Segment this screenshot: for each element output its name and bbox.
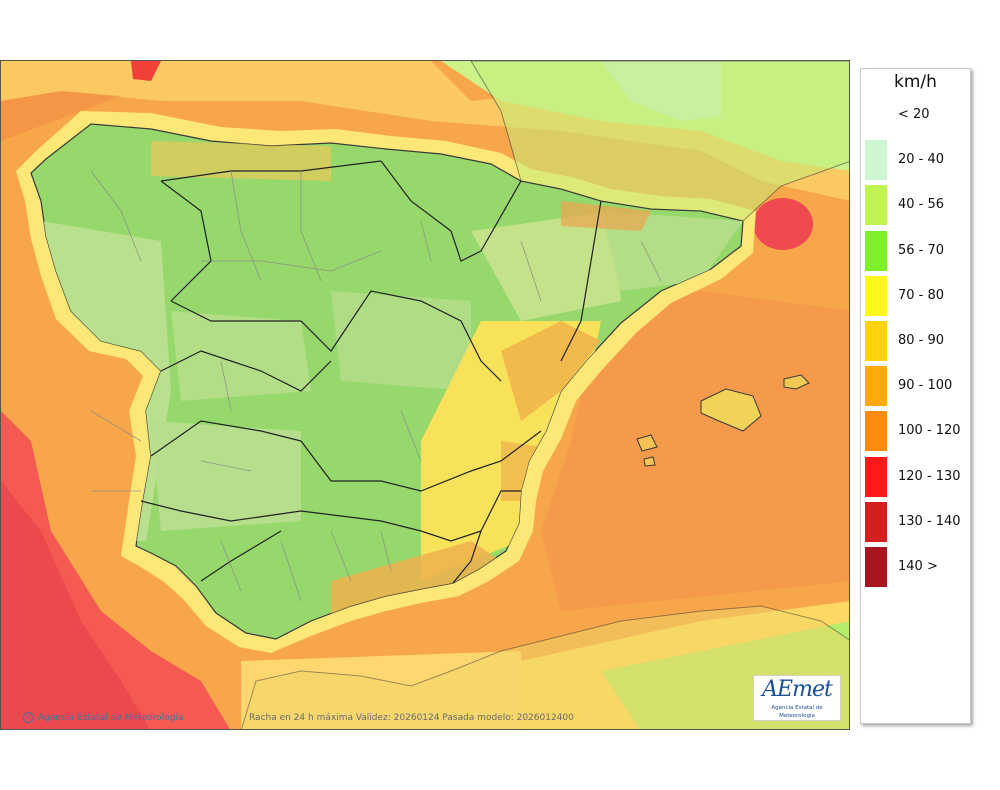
legend-swatch xyxy=(865,366,887,407)
legend-swatch xyxy=(865,411,887,452)
legend-item: 80 - 90 xyxy=(861,321,971,361)
gulf-of-lion-red-spot xyxy=(753,198,813,250)
ibiza-island xyxy=(636,434,658,452)
agency-credit-text: Agencia Estatal de Meteorología xyxy=(38,713,184,723)
legend-label: 90 - 100 xyxy=(898,378,953,394)
aemet-logo-subtitle: Agencia Estatal de Meteorología xyxy=(771,705,823,719)
region-borders xyxy=(140,160,602,584)
ebro-light-green xyxy=(471,211,621,321)
iberian-range-orange xyxy=(501,321,601,421)
legend-swatch xyxy=(865,275,887,316)
map-canvas xyxy=(1,61,849,729)
legend-item: 90 - 100 xyxy=(861,366,971,407)
province-borders xyxy=(90,170,662,602)
legend-swatch xyxy=(865,185,887,226)
copyright-icon: c xyxy=(23,712,34,723)
agency-credit: c Agencia Estatal de Meteorología xyxy=(23,712,184,723)
legend-item: 140 > xyxy=(861,547,971,587)
atlantic-dark-red-zone xyxy=(1,481,150,729)
legend-item: < 20 xyxy=(861,95,971,135)
legend-label: < 20 xyxy=(898,107,930,122)
southwest-light-green xyxy=(151,421,301,531)
legend-label: 40 - 56 xyxy=(898,197,945,213)
legend-swatch xyxy=(865,140,887,181)
legend-item: 100 - 120 xyxy=(861,411,971,452)
formentera-island xyxy=(643,456,656,467)
aemet-logo-word: AEmet xyxy=(762,677,833,702)
color-legend: km/h < 20 20 - 40 40 - 56 56 - 70 70 - 80 80 … xyxy=(860,68,971,724)
legend-label: 70 - 80 xyxy=(898,287,945,303)
north-africa-coast xyxy=(241,605,849,729)
central-light-green xyxy=(331,291,471,391)
legend-swatch xyxy=(865,456,887,497)
legend-swatch xyxy=(865,547,887,587)
legend-swatch xyxy=(865,230,887,271)
legend-swatch xyxy=(865,321,887,361)
wind-gust-map[interactable]: c Agencia Estatal de Meteorología Racha e… xyxy=(0,60,850,730)
legend-label: 80 - 90 xyxy=(898,333,945,348)
menorca-island xyxy=(783,374,810,390)
legend-swatch xyxy=(865,501,887,542)
legend-swatch xyxy=(865,95,887,135)
legend-label: 140 > xyxy=(898,559,938,574)
legend-item: 56 - 70 xyxy=(861,230,971,271)
france-land xyxy=(470,61,849,222)
aemet-logo[interactable]: AEmet Agencia Estatal de Meteorología xyxy=(753,675,841,721)
legend-label: 100 - 120 xyxy=(898,423,961,439)
mallorca-island xyxy=(700,388,762,432)
legend-item: 40 - 56 xyxy=(861,185,971,226)
legend-label: 120 - 130 xyxy=(898,468,961,484)
legend-item: 120 - 130 xyxy=(861,456,971,497)
legend-label: 130 - 140 xyxy=(898,513,961,529)
north-red-spot xyxy=(131,61,161,81)
legend-item: 70 - 80 xyxy=(861,275,971,316)
mediterranean-orange-area xyxy=(541,291,849,611)
cantabrian-yellow xyxy=(151,141,331,181)
legend-item: 20 - 40 xyxy=(861,140,971,181)
legend-label: 56 - 70 xyxy=(898,242,945,258)
legend-item: 130 - 140 xyxy=(861,501,971,542)
northwest-strong-band xyxy=(1,91,121,141)
map-caption: Racha en 24 h máxima Validez: 20260124 P… xyxy=(249,713,574,723)
pyrenees-orange xyxy=(561,201,651,231)
legend-label: 20 - 40 xyxy=(898,152,945,168)
legend-unit: km/h xyxy=(894,72,937,92)
